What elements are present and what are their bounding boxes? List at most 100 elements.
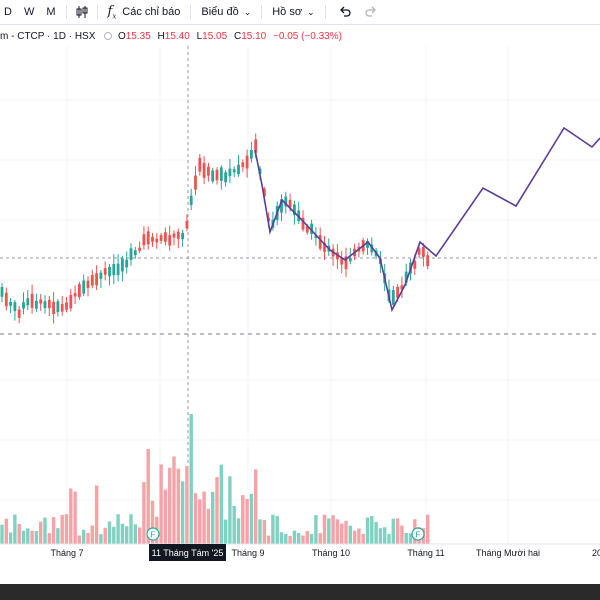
candles-icon[interactable] xyxy=(73,3,91,21)
candle-body xyxy=(194,175,197,190)
candle-body xyxy=(60,303,64,312)
candle-body xyxy=(241,162,245,168)
candle-body xyxy=(400,285,404,290)
candle-body xyxy=(344,256,348,270)
volume-bar xyxy=(318,533,322,544)
volume-bar xyxy=(0,524,4,544)
close-key: C xyxy=(233,31,242,42)
volume-bar xyxy=(223,519,228,544)
candle-body xyxy=(86,280,90,289)
low-value: 15.05 xyxy=(202,31,228,42)
volume-bar xyxy=(163,489,168,544)
candle-body xyxy=(348,257,352,262)
volume-bar xyxy=(39,521,43,544)
volume-bar xyxy=(335,519,340,544)
candle-body xyxy=(56,301,60,312)
volume-bar xyxy=(56,528,60,544)
volume-bar xyxy=(258,519,262,544)
candle-body xyxy=(17,309,21,318)
volume-bar xyxy=(120,523,125,544)
candle-body xyxy=(43,301,47,309)
volume-bar xyxy=(206,508,211,544)
candle-body xyxy=(90,275,94,286)
close-value: 15.10 xyxy=(241,31,267,42)
candle-body xyxy=(121,258,124,272)
candle-body xyxy=(417,248,421,255)
earnings-marker[interactable]: F xyxy=(411,527,425,541)
candle-body xyxy=(52,301,55,315)
volume-bar xyxy=(99,534,103,544)
profile-dropdown[interactable]: Hồ sơ ⌄ xyxy=(268,1,318,23)
candle-body xyxy=(39,299,43,304)
volume-bar xyxy=(340,523,344,544)
projection-line xyxy=(254,126,600,313)
volume-bar xyxy=(172,456,176,544)
candle-body xyxy=(133,250,137,256)
volume-bar xyxy=(189,414,193,544)
volume-bar xyxy=(292,530,297,544)
candle-body xyxy=(198,157,202,172)
indicators-button[interactable]: fx Các chỉ báo xyxy=(104,1,185,23)
candle-body xyxy=(35,300,38,309)
volume-bar xyxy=(51,517,56,544)
volume-bar xyxy=(266,535,271,544)
candle-body xyxy=(391,290,395,305)
volume-bar xyxy=(146,449,150,544)
candle-body xyxy=(164,232,167,242)
price-chart[interactable]: F F Tháng 7 Tháng 9 Tháng 10 Tháng 11 Th… xyxy=(0,46,600,584)
volume-bar xyxy=(305,531,309,544)
volume-bar xyxy=(309,533,314,544)
candle-body xyxy=(310,223,313,235)
volume-bar xyxy=(129,514,133,544)
candle-body xyxy=(404,271,408,283)
volume-bar xyxy=(133,524,137,544)
volume-bar xyxy=(279,532,284,544)
earnings-marker[interactable]: F xyxy=(146,527,160,541)
volume-bar xyxy=(378,528,383,544)
chart-type-dropdown[interactable]: Biểu đồ ⌄ xyxy=(197,1,255,23)
volume-bar xyxy=(361,533,365,544)
volume-bar xyxy=(400,525,404,544)
volume-bar xyxy=(82,529,86,544)
candle-body xyxy=(142,234,146,246)
timeframe-d[interactable]: D xyxy=(0,1,16,23)
candle-body xyxy=(323,242,326,252)
candle-body xyxy=(99,272,103,279)
candle-body xyxy=(215,169,219,181)
volume-bar xyxy=(331,515,335,544)
volume-bar xyxy=(185,466,189,544)
x-tick-label: Tháng 10 xyxy=(312,548,350,558)
volume-bar xyxy=(193,493,198,544)
volume-bar xyxy=(30,530,34,544)
candle-body xyxy=(284,196,288,207)
candle-body xyxy=(250,150,253,159)
volume-bar xyxy=(215,477,219,544)
volume-bar xyxy=(357,528,361,544)
volume-bar xyxy=(13,514,17,544)
chart-type-label: Biểu đồ xyxy=(201,6,239,18)
volume-bar xyxy=(90,525,94,544)
volume-bar xyxy=(232,506,236,544)
timeframe-m[interactable]: M xyxy=(42,1,59,23)
candle-body xyxy=(103,268,107,275)
bottom-edge xyxy=(0,584,600,600)
candle-body xyxy=(426,255,430,267)
volume-bar xyxy=(86,532,90,544)
high-key: H xyxy=(157,31,165,42)
volume-bar xyxy=(391,518,395,544)
candle-body xyxy=(340,257,344,265)
volume-bar xyxy=(297,533,301,544)
low-key: L xyxy=(196,31,203,42)
volume-bar xyxy=(8,532,13,544)
volume-bar xyxy=(176,468,180,544)
volume-bar xyxy=(142,482,146,544)
volume-bar xyxy=(4,518,8,544)
volume-bar xyxy=(47,533,51,544)
volume-bar xyxy=(387,533,391,544)
candle-body xyxy=(293,204,296,216)
undo-icon[interactable] xyxy=(336,3,354,21)
candle-body xyxy=(69,294,73,309)
redo-icon[interactable] xyxy=(362,3,380,21)
volume-bar xyxy=(284,533,288,544)
timeframe-w[interactable]: W xyxy=(20,1,38,23)
